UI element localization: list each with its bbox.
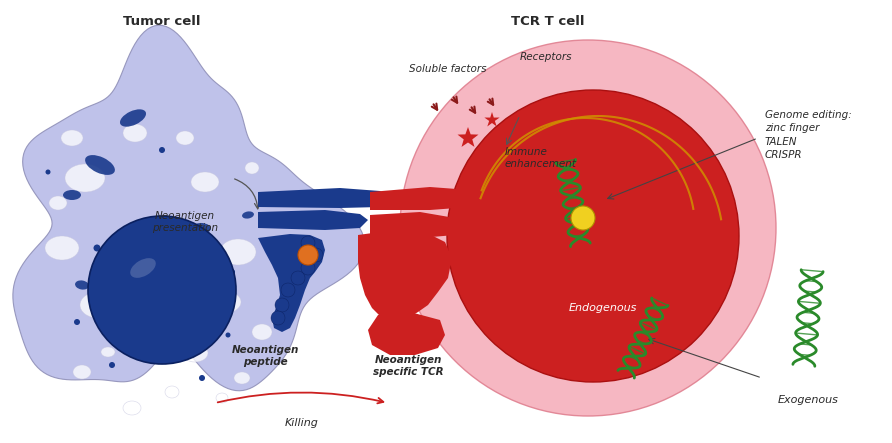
Circle shape	[571, 206, 595, 230]
Ellipse shape	[120, 109, 146, 127]
Ellipse shape	[176, 131, 194, 145]
Text: Exogenous: Exogenous	[778, 395, 838, 405]
Polygon shape	[358, 230, 452, 320]
Ellipse shape	[73, 365, 91, 379]
Circle shape	[229, 269, 235, 275]
Ellipse shape	[193, 223, 211, 233]
Circle shape	[275, 298, 289, 312]
Circle shape	[400, 40, 776, 416]
Polygon shape	[458, 127, 478, 147]
Circle shape	[298, 245, 318, 265]
Ellipse shape	[101, 347, 115, 357]
Circle shape	[94, 245, 101, 252]
Circle shape	[291, 271, 305, 285]
Text: Tumor cell: Tumor cell	[123, 15, 201, 28]
Circle shape	[309, 248, 323, 262]
Polygon shape	[258, 234, 325, 332]
Circle shape	[301, 261, 315, 275]
Ellipse shape	[49, 196, 67, 210]
Circle shape	[109, 362, 115, 368]
Circle shape	[226, 333, 230, 338]
Text: Neoantigen
peptide: Neoantigen peptide	[231, 345, 299, 367]
Text: TCR T cell: TCR T cell	[511, 15, 585, 28]
Circle shape	[159, 147, 165, 153]
Circle shape	[74, 319, 80, 325]
Text: Endogenous: Endogenous	[569, 303, 637, 313]
Ellipse shape	[242, 211, 254, 218]
Ellipse shape	[45, 236, 79, 260]
Ellipse shape	[85, 155, 115, 175]
Circle shape	[45, 170, 51, 175]
Text: Neoantigen
presentation: Neoantigen presentation	[152, 211, 218, 233]
Ellipse shape	[165, 386, 179, 398]
Ellipse shape	[191, 172, 219, 192]
Ellipse shape	[209, 291, 241, 313]
Ellipse shape	[63, 190, 81, 200]
Circle shape	[447, 90, 739, 382]
Ellipse shape	[80, 292, 116, 318]
Polygon shape	[258, 210, 368, 230]
Text: Genome editing:
zinc finger
TALEN
CRISPR: Genome editing: zinc finger TALEN CRISPR	[765, 110, 852, 160]
Circle shape	[271, 311, 285, 325]
Ellipse shape	[130, 258, 156, 278]
Polygon shape	[368, 312, 445, 355]
Ellipse shape	[65, 164, 105, 192]
Polygon shape	[448, 248, 488, 272]
Ellipse shape	[182, 344, 208, 362]
Ellipse shape	[234, 372, 250, 384]
Ellipse shape	[61, 130, 83, 146]
Polygon shape	[370, 187, 490, 210]
Text: Killing: Killing	[285, 418, 319, 428]
Polygon shape	[370, 212, 462, 238]
Ellipse shape	[220, 239, 256, 265]
Ellipse shape	[133, 329, 163, 351]
Polygon shape	[484, 112, 500, 126]
Text: Immune
enhancement: Immune enhancement	[505, 147, 577, 169]
Ellipse shape	[245, 162, 259, 174]
Circle shape	[281, 283, 295, 297]
Ellipse shape	[123, 124, 147, 142]
Ellipse shape	[216, 393, 228, 403]
Polygon shape	[12, 25, 365, 391]
Circle shape	[199, 375, 205, 381]
Circle shape	[88, 216, 236, 364]
Circle shape	[301, 236, 315, 250]
Ellipse shape	[75, 280, 89, 290]
Ellipse shape	[123, 401, 141, 415]
Ellipse shape	[252, 324, 272, 340]
Text: Neoantigen
specific TCR: Neoantigen specific TCR	[373, 355, 443, 377]
Polygon shape	[258, 188, 393, 208]
Text: Soluble factors: Soluble factors	[409, 64, 487, 74]
Text: Receptors: Receptors	[520, 52, 573, 62]
